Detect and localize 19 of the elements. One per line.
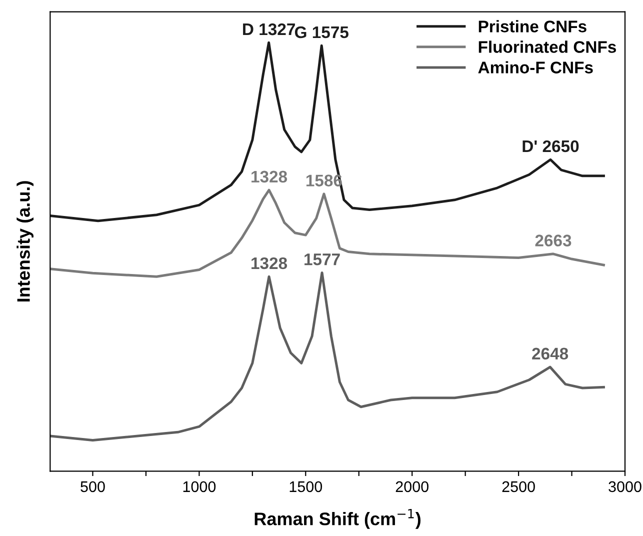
annotation: D' 2650 [522,140,579,152]
x-tick-label: 1000 [183,481,216,492]
x-tick-label: 2000 [396,481,428,492]
x-tick-label: 2500 [502,481,535,492]
legend-label: Amino-F CNFs [478,61,593,74]
legend-label: Fluorinated CNFs [478,40,616,53]
x-tick-label: 1500 [290,481,322,492]
annotation: D 1327 [243,23,295,36]
annotation: 1328 [252,257,288,270]
annotation: 2648 [532,348,568,360]
x-axis-title: Raman Shift (cm$^{−1}$) [254,508,420,529]
annotation: 2663 [535,234,572,246]
y-axis-title: Intensity (a.u.) [16,181,34,302]
annotation: 1577 [304,254,340,266]
x-tick-label: 500 [80,481,105,492]
legend-label: Pristine CNFs [478,20,586,32]
annotation: 1328 [252,170,288,183]
x-tick-label: 3000 [608,481,642,492]
annotation: G 1575 [294,26,348,38]
